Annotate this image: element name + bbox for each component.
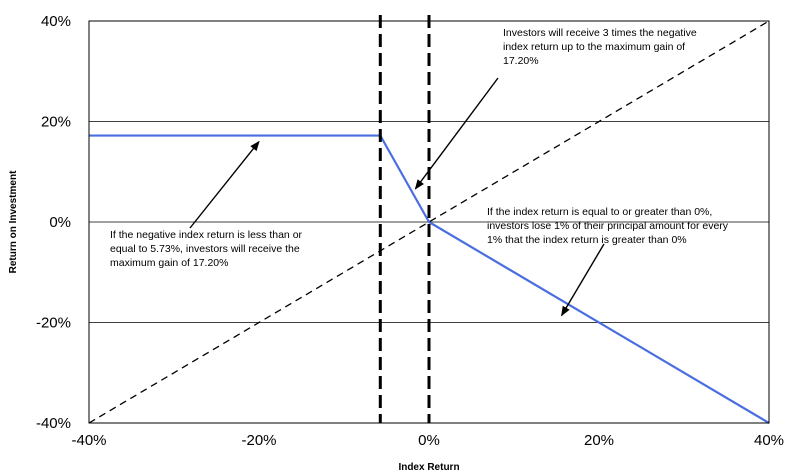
y-tick-label: -40% <box>36 415 71 432</box>
annotation-text: If the index return is equal to or great… <box>487 206 729 246</box>
vertical-markers <box>378 15 431 423</box>
annotation-line: 17.20% <box>503 55 539 67</box>
x-tick-label: -20% <box>241 432 276 449</box>
annotation-line: Investors will receive 3 times the negat… <box>503 27 697 39</box>
annotation-text: Investors will receive 3 times the negat… <box>503 27 697 67</box>
annotation-line: If the index return is equal to or great… <box>487 206 712 218</box>
x-tick-label: 40% <box>754 432 784 449</box>
annotation-line: 1% that the index return is greater than… <box>487 234 687 246</box>
x-tick-label: 20% <box>584 432 614 449</box>
annotation-text: If the negative index return is less tha… <box>110 229 303 269</box>
annotation-line: index return up to the maximum gain of <box>503 41 685 53</box>
y-tick-label: 40% <box>41 13 71 30</box>
y-tick-label: 0% <box>49 214 71 231</box>
annotation-arrow <box>189 140 260 229</box>
annotation-arrow <box>414 77 499 190</box>
x-axis-title: Index Return <box>398 462 459 473</box>
annotation-line: equal to 5.73%, investors will receive t… <box>110 243 300 255</box>
x-tick-label: -40% <box>71 432 106 449</box>
y-tick-label: -20% <box>36 315 71 332</box>
tick-labels: -40% -20% 0% 20% 40% -40% -20% 0% 20% 40% <box>36 13 784 449</box>
annotation-line: investors lose 1% of their principal amo… <box>487 220 729 232</box>
annotation-line: maximum gain of 17.20% <box>110 257 228 269</box>
annotation-arrow <box>560 243 605 317</box>
annotations: Investors will receive 3 times the negat… <box>110 27 729 317</box>
x-tick-label: 0% <box>418 432 440 449</box>
annotation-line: If the negative index return is less tha… <box>110 229 303 241</box>
y-axis-title: Return on Investment <box>8 170 19 273</box>
y-tick-label: 20% <box>41 114 71 131</box>
series-layer <box>88 20 770 424</box>
series-line-payoff <box>89 134 770 424</box>
